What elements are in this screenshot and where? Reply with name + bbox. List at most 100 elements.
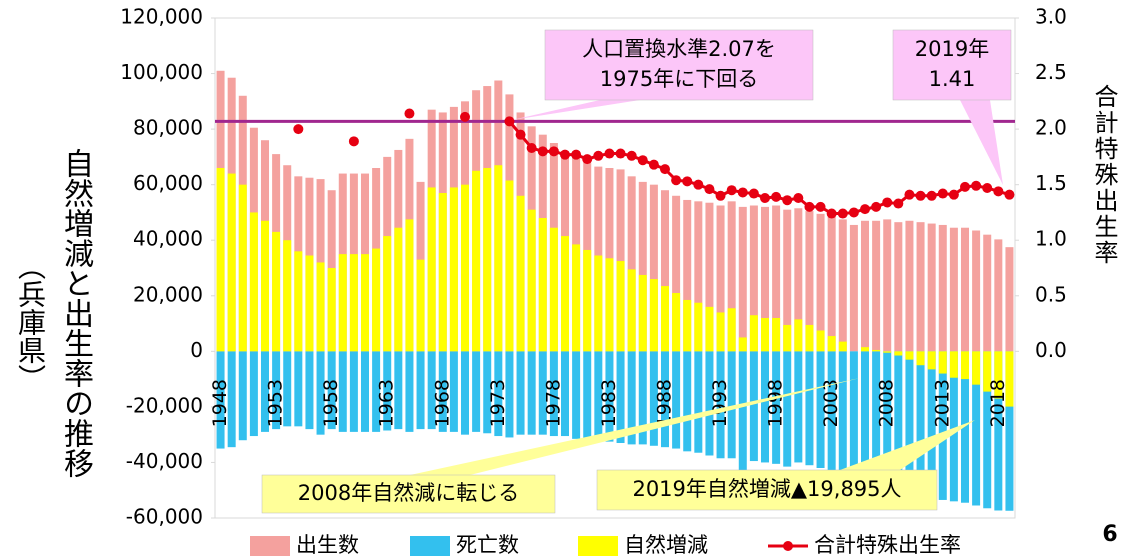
bar <box>838 351 847 474</box>
bar <box>416 259 425 352</box>
bar <box>538 218 547 352</box>
bar <box>827 216 836 352</box>
y-tick-label: 80,000 <box>133 116 203 140</box>
line-point <box>826 208 837 219</box>
line-point <box>704 184 715 195</box>
bar <box>794 208 803 352</box>
bar <box>349 254 358 352</box>
bar <box>883 219 892 352</box>
x-tick-label: 2013 <box>931 379 953 427</box>
bar <box>583 249 592 352</box>
bar <box>461 184 469 352</box>
line-point <box>993 186 1004 197</box>
bar <box>649 184 658 352</box>
x-tick-label: 2003 <box>820 379 842 427</box>
bar <box>905 220 914 352</box>
bar <box>483 351 492 434</box>
bar <box>816 351 825 468</box>
legend-swatch <box>250 536 290 556</box>
bar <box>305 255 314 352</box>
bar <box>449 187 458 352</box>
bar <box>249 351 258 437</box>
bar <box>638 274 647 352</box>
bar <box>927 351 936 370</box>
x-tick-label: 1968 <box>431 379 453 427</box>
bar <box>849 351 858 478</box>
bar <box>316 351 325 435</box>
bar <box>816 213 825 352</box>
bar <box>972 351 981 385</box>
bar <box>472 170 481 352</box>
bar <box>838 341 847 352</box>
bar <box>683 199 692 352</box>
bar <box>294 351 303 427</box>
bar <box>972 230 981 352</box>
bar <box>405 351 414 432</box>
bar <box>505 180 514 352</box>
bar <box>361 351 369 432</box>
bar <box>338 254 347 352</box>
bar <box>916 222 925 352</box>
bar <box>772 205 781 352</box>
line-point <box>660 164 670 175</box>
y-tick-label: -20,000 <box>126 393 203 417</box>
bar <box>727 308 736 352</box>
bar <box>961 351 969 503</box>
bar <box>883 351 892 485</box>
line-point <box>348 136 359 147</box>
line-point <box>971 180 982 191</box>
bar <box>561 236 569 352</box>
bar <box>649 351 658 446</box>
y-tick-label: 40,000 <box>133 227 203 251</box>
line <box>508 120 1010 216</box>
bar <box>783 324 792 352</box>
x-tick-label: 2008 <box>876 379 898 427</box>
bar <box>761 206 769 352</box>
line-point <box>771 191 782 202</box>
bar <box>538 351 547 435</box>
line-point <box>804 201 815 212</box>
bar <box>494 165 503 352</box>
bar <box>216 351 225 449</box>
bar <box>938 351 947 374</box>
line-point <box>504 116 515 127</box>
bar <box>827 351 836 471</box>
bar <box>327 268 336 352</box>
chart-title: 自然増減と出生率の推移 <box>58 148 93 478</box>
bar <box>449 351 458 432</box>
bar <box>905 351 914 360</box>
line-point <box>760 193 770 203</box>
bar <box>961 227 969 352</box>
bar <box>716 312 725 352</box>
bar <box>483 168 492 352</box>
bar <box>638 181 647 352</box>
bar <box>383 351 392 431</box>
bar <box>616 261 625 352</box>
line-point <box>926 190 937 201</box>
bar <box>527 209 536 352</box>
callout-box <box>892 29 1012 101</box>
bar <box>749 315 758 352</box>
line-point <box>526 143 537 153</box>
legend-label: 出生数 <box>296 533 359 557</box>
line-point <box>1004 189 1015 200</box>
bar <box>938 224 947 352</box>
bar <box>838 219 847 352</box>
legend-label: 死亡数 <box>456 533 519 557</box>
bar <box>372 351 381 432</box>
bar <box>416 351 425 430</box>
y2-tick-label: 0.0 <box>1035 338 1067 362</box>
bar <box>783 351 792 467</box>
bar <box>261 351 269 432</box>
line-point <box>860 204 870 215</box>
bar <box>816 330 825 352</box>
bar <box>861 347 869 352</box>
y2-tick-label: 1.0 <box>1035 227 1067 251</box>
bar <box>572 351 581 439</box>
bar <box>727 351 736 459</box>
callout-box <box>261 474 556 514</box>
line-point <box>982 183 993 193</box>
line-point <box>460 111 470 122</box>
legend-swatch <box>410 536 450 556</box>
